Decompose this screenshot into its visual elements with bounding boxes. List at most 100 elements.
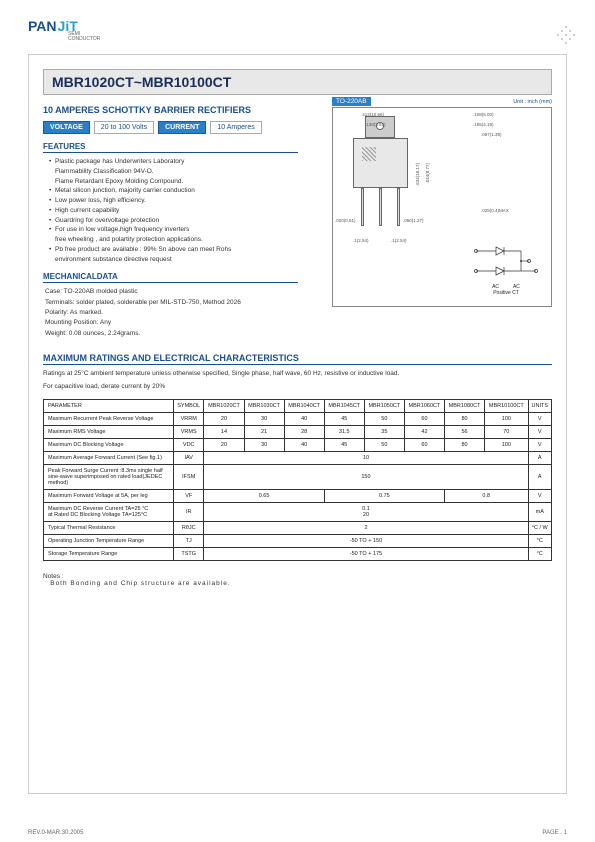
table-header: MBR1060CT [404,400,444,413]
value-cell: 100 [485,413,528,426]
value-cell: 40 [284,413,324,426]
table-row: Storage Temperature RangeTSTG-50 TO + 17… [44,548,552,561]
package-name: TO-220AB [332,97,371,106]
mech-terminals: Terminals: solder plated, solderable per… [45,298,298,308]
table-row: Maximum DC Reverse Current TA=25 °C at R… [44,503,552,522]
features-list: Plastic package has Underwriters Laborat… [43,157,298,264]
table-header: PARAMETER [44,400,174,413]
ratings-table: PARAMETERSYMBOLMBR1020CTMBR1030CTMBR1040… [43,399,552,561]
value-cell: 10 [204,452,528,465]
value-cell: 80 [445,413,485,426]
dim: .020(0.51) [335,218,356,223]
value-cell: 50 [364,413,404,426]
value-cell: 0.1 20 [204,503,528,522]
param-cell: Maximum DC Reverse Current TA=25 °C at R… [44,503,174,522]
voltage-label: VOLTAGE [43,121,90,134]
table-header: UNITS [528,400,551,413]
revision: REV.0-MAR.30.2005 [28,830,83,836]
dim: .1(2.54) [391,238,407,243]
dim: .060(1.27) [403,218,424,223]
table-row: Maximum Recurrent Peak Reverse VoltageVR… [44,413,552,426]
unit-cell: °C [528,535,551,548]
value-cell: 0.8 [445,490,529,503]
feature-item: Metal silicon junction, majority carrier… [49,186,298,196]
symbol-cell: IAV [174,452,204,465]
mechanical-data: Case: TO-220AB molded plastic Terminals:… [43,287,298,339]
value-cell: 45 [324,439,364,452]
symbol-cell: TJ [174,535,204,548]
circuit-symbol: AC AC Positive CT [471,241,541,296]
feature-item: Guardring for overvoltage protection [49,216,298,226]
table-header: MBR10100CT [485,400,528,413]
feature-item: Flammability Classification 94V-O. [49,167,298,177]
dim: .634(16.17) [415,163,420,186]
dim: .067(1.39) [481,132,502,137]
feature-item: environment substance directive request [49,255,298,265]
param-cell: Maximum DC Blocking Voltage [44,439,174,452]
part-title: MBR1020CT~MBR10100CT [43,69,552,95]
value-cell: 20 [204,439,244,452]
value-cell: 80 [445,439,485,452]
feature-item: Flame Retardant Epoxy Molding Compound. [49,177,298,187]
product-subtitle: 10 AMPERES SCHOTTKY BARRIER RECTIFIERS [43,105,298,115]
table-row: Maximum RMS VoltageVRMS14212831.53542567… [44,426,552,439]
value-cell: 30 [244,413,284,426]
max-note-2: For capacitive load, derate current by 2… [43,382,552,391]
value-cell: -50 TO + 150 [204,535,528,548]
value-cell: 2 [204,522,528,535]
feature-item: free wheeling , and polartity protection… [49,235,298,245]
unit-cell: °C [528,548,551,561]
param-cell: Maximum Forward Voltage at 5A, per leg [44,490,174,503]
value-cell: 28 [284,426,324,439]
dim: .044(8.77) [425,163,430,184]
value-cell: -50 TO + 175 [204,548,528,561]
current-label: CURRENT [158,121,206,134]
table-header: MBR1080CT [445,400,485,413]
max-ratings-heading: MAXIMUM RATINGS AND ELECTRICAL CHARACTER… [43,353,552,365]
value-cell: 50 [364,439,404,452]
package-diagram: TO-220AB Unit : inch (mm) .413(10.66) .1… [332,97,552,307]
dim: .165(4.19) [473,122,494,127]
decorative-dots [537,18,577,58]
value-cell: 21 [244,426,284,439]
package-unit: Unit : inch (mm) [513,99,552,105]
unit-cell: V [528,439,551,452]
notes-heading: Notes : [43,573,64,580]
feature-item: For use in low voltage,high frequency in… [49,225,298,235]
mech-weight: Weight: 0.08 ounces, 2.24grams. [45,329,298,339]
unit-cell: V [528,426,551,439]
table-row: Maximum Forward Voltage at 5A, per legVF… [44,490,552,503]
value-cell: 56 [445,426,485,439]
unit-cell: V [528,413,551,426]
page-footer: REV.0-MAR.30.2005 PAGE . 1 [28,830,567,836]
mech-polarity: Polarity: As marked. [45,308,298,318]
value-cell: 40 [284,439,324,452]
notes-text: Both Bonding and Chip structure are avai… [50,580,230,587]
value-cell: 0.75 [324,490,444,503]
feature-item: Pb free product are available : 99% Sn a… [49,245,298,255]
symbol-cell: RθJC [174,522,204,535]
unit-cell: A [528,465,551,490]
value-cell: 70 [485,426,528,439]
table-header: MBR1050CT [364,400,404,413]
logo-subtitle: SEMICONDUCTOR [68,32,567,42]
positive-ct-label: Positive CT [493,290,519,296]
mech-case: Case: TO-220AB molded plastic [45,287,298,297]
value-cell: 60 [404,413,444,426]
table-row: Peak Forward Surge Current :8.3ms single… [44,465,552,490]
value-cell: 31.5 [324,426,364,439]
dim: .025(0.4)MAX [481,208,509,213]
rating-badges: VOLTAGE 20 to 100 Volts CURRENT 10 Amper… [43,121,298,134]
value-cell: 45 [324,413,364,426]
param-cell: Peak Forward Surge Current :8.3ms single… [44,465,174,490]
table-header: MBR1030CT [244,400,284,413]
value-cell: 14 [204,426,244,439]
notes-section: Notes : Both Bonding and Chip structure … [43,573,552,587]
symbol-cell: TSTG [174,548,204,561]
unit-cell: °C / W [528,522,551,535]
table-header: MBR1045CT [324,400,364,413]
table-row: Typical Thermal ResistanceRθJC2°C / W [44,522,552,535]
feature-item: Low power loss, high efficiency. [49,196,298,206]
param-cell: Maximum RMS Voltage [44,426,174,439]
dim: .413(10.66) [361,112,384,117]
